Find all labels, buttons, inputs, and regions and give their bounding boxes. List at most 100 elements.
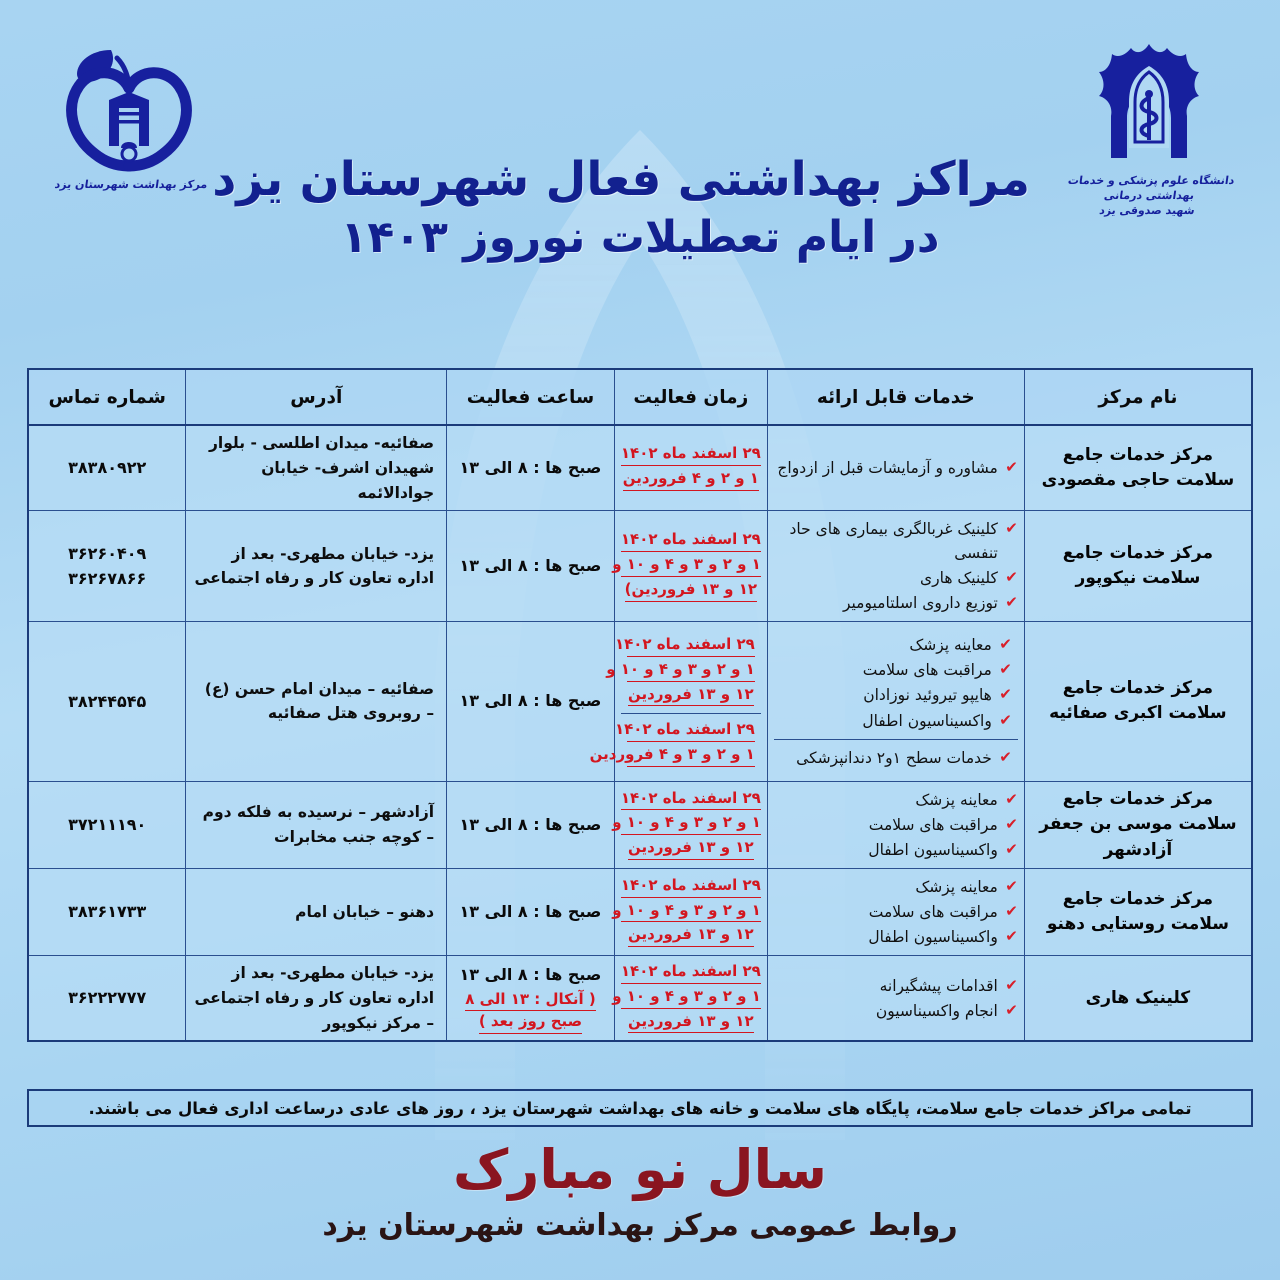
table-row: کلینیک هاری ✔ اقدامات پیشگیرانه ✔ انجام … <box>27 955 1253 1042</box>
cell-active-hours: صبح ها : ۸ الی ۱۳ <box>446 868 615 957</box>
date-line: ۲۹ اسفند ماه ۱۴۰۲ <box>615 634 755 657</box>
check-icon: ✔ <box>1005 458 1018 477</box>
date-line: ۱۲ و ۱۳ فروردین <box>628 924 754 948</box>
table-row: مرکز خدمات جامع سلامت حاجی مقصودی ✔ مشاو… <box>27 424 1253 512</box>
check-icon: ✔ <box>1005 877 1018 896</box>
logo-left-caption: مرکز بهداشت شهرستان یزد <box>35 178 227 193</box>
dates-group-dental: ۲۹ اسفند ماه ۱۴۰۲ ۱ و ۲ و ۳ و ۴ فروردین <box>590 714 761 774</box>
service-text: اقدامات پیشگیرانه <box>879 976 998 995</box>
cell-address: یزد- خیابان مطهری- بعد از اداره تعاون کا… <box>185 510 448 623</box>
date-line: ۲۹ اسفند ماه ۱۴۰۲ <box>620 788 761 811</box>
check-icon: ✔ <box>1005 593 1018 612</box>
services-subtable: ✔ معاینه پزشک ✔ مراقبت های سلامت ✔ <box>773 627 1018 776</box>
date-line: ۱ و ۲ و ۳ و ۴ و ۱۰ و <box>612 900 761 923</box>
cell-address: آزادشهر – نرسیده به فلکه دوم – کوچه جنب … <box>185 780 448 870</box>
service-text: توزیع داروی اسلتامیومیر <box>842 594 998 613</box>
logo-right-caption-line1: دانشگاه علوم پزشکی و خدمات بهداشتی درمان… <box>1067 174 1236 202</box>
check-icon: ✔ <box>1005 839 1018 858</box>
cell-phone: ۳۸۲۴۴۵۴۵ <box>27 621 187 782</box>
date-line: ۱۲ و ۱۳ فروردین <box>628 1011 754 1034</box>
cell-address: دهنو – خیابان امام <box>185 868 448 957</box>
services-subrow: ✔ خدمات سطح ۱و۲ دندانپزشکی <box>774 739 1018 776</box>
cell-active-dates: ۲۹ اسفند ماه ۱۴۰۲ ۱ و ۲ و ۳ و ۴ و ۱۰ و ۱… <box>612 780 768 870</box>
table-row: مرکز خدمات جامع سلامت نیکوپور ✔ کلینیک غ… <box>27 510 1253 623</box>
service-text: هایپو تیروئید نوزادان <box>863 686 992 705</box>
service-text: خدمات سطح ۱و۲ دندانپزشکی <box>796 748 992 767</box>
hours-text: صبح ها : ۸ الی ۱۳ <box>459 814 602 834</box>
hours-text: صبح ها : ۸ الی ۱۳ <box>459 458 602 478</box>
hours-text: صبح ها : ۸ الی ۱۳ <box>459 964 602 984</box>
center-name-text: مرکز خدمات جامع سلامت روستایی دهنو <box>1046 888 1229 935</box>
check-icon: ✔ <box>999 685 1012 704</box>
check-icon: ✔ <box>1005 519 1018 538</box>
service-text: مشاوره و آزمایشات قبل از ازدواج <box>777 459 998 478</box>
hours-text: صبح ها : ۸ الی ۱۳ <box>459 556 602 576</box>
service-item: ✔ مشاوره و آزمایشات قبل از ازدواج <box>774 456 1018 480</box>
service-item: ✔ انجام واکسیناسیون <box>774 999 1018 1023</box>
check-icon: ✔ <box>999 660 1012 679</box>
center-name-text: مرکز خدمات جامع سلامت اکبری صفائیه <box>1049 677 1227 724</box>
new-year-greeting: سال نو مبارک <box>452 1138 828 1201</box>
cell-active-hours: صبح ها : ۸ الی ۱۳ <box>446 780 615 870</box>
col-header-services: خدمات قابل ارائه <box>766 368 1025 426</box>
phone-number: ۳۶۲۶۷۸۶۶ <box>68 569 147 589</box>
check-icon: ✔ <box>999 747 1012 766</box>
check-icon: ✔ <box>1005 789 1018 808</box>
dates-subrow: ۲۹ اسفند ماه ۱۴۰۲ ۱ و ۲ و ۳ و ۴ و ۱۰ و ۱… <box>606 629 761 715</box>
date-line: ۱۲ و ۱۳ فروردین <box>628 837 754 860</box>
service-item: ✔ معاینه پزشک <box>780 633 1012 657</box>
address-text: یزد- خیابان مطهری- بعد از اداره تعاون کا… <box>194 544 435 588</box>
address-text: صفائیه – میدان امام حسن (ع) – روبروی هتل… <box>204 679 435 723</box>
table-body: مرکز خدمات جامع سلامت حاجی مقصودی ✔ مشاو… <box>27 424 1253 1042</box>
center-name-text: مرکز خدمات جامع سلامت موسی بن جعفر آزادش… <box>1039 788 1237 860</box>
check-icon: ✔ <box>1005 902 1018 921</box>
dates-subtable: ۲۹ اسفند ماه ۱۴۰۲ ۱ و ۲ و ۳ و ۴ و ۱۰ و ۱… <box>590 629 761 774</box>
cell-address: صفائیه – میدان امام حسن (ع) – روبروی هتل… <box>185 621 448 782</box>
center-name-text: مرکز خدمات جامع سلامت نیکوپور <box>1062 542 1214 589</box>
cell-services: ✔ مشاوره و آزمایشات قبل از ازدواج <box>766 424 1025 512</box>
apple-heart-windcatcher-icon <box>66 50 192 172</box>
service-item: ✔ مراقبت های سلامت <box>774 813 1018 837</box>
cell-phone: ۳۸۳۸۰۹۲۲ <box>27 424 187 512</box>
service-text: مراقبت های سلامت <box>868 815 998 834</box>
yazd-health-center-logo: مرکز بهداشت شهرستان یزد <box>36 44 226 193</box>
schedule-table-wrapper: نام مرکز خدمات قابل ارائه زمان فعالیت سا… <box>27 368 1253 1043</box>
title-line-1: مراکز بهداشتی فعال شهرستان یزد <box>212 152 1031 207</box>
date-line: ۲۹ اسفند ماه ۱۴۰۲ <box>615 719 755 743</box>
cell-active-dates: ۲۹ اسفند ماه ۱۴۰۲ ۱ و ۲ و ۳ و ۴ و ۱۰ و ۱… <box>612 510 768 623</box>
check-icon: ✔ <box>999 710 1012 729</box>
center-name-text: مرکز خدمات جامع سلامت حاجی مقصودی <box>1041 444 1235 491</box>
cell-center-name: مرکز خدمات جامع سلامت حاجی مقصودی <box>1023 424 1253 512</box>
cell-services: ✔ معاینه پزشک ✔ مراقبت های سلامت ✔ واکسی… <box>766 868 1025 957</box>
dates-subrow: ۲۹ اسفند ماه ۱۴۰۲ ۱ و ۲ و ۳ و ۴ فروردین <box>590 714 761 774</box>
check-icon: ✔ <box>999 635 1012 654</box>
address-text: صفائیه- میدان اطلسی - بلوار شهیدان اشرف-… <box>208 434 435 502</box>
oncall-note-line1: ( آنکال : ۱۳ الی ۸ <box>465 989 596 1012</box>
service-item: ✔ توزیع داروی اسلتامیومیر <box>774 591 1018 615</box>
check-icon: ✔ <box>1005 975 1018 994</box>
date-line: ۱۲ و ۱۳ فروردین <box>628 684 754 707</box>
col-header-address: آدرس <box>185 368 448 426</box>
table-row: مرکز خدمات جامع سلامت اکبری صفائیه ✔ معا… <box>27 621 1253 782</box>
cell-phone: ۳۶۲۶۰۴۰۹ ۳۶۲۶۷۸۶۶ <box>27 510 187 623</box>
cell-services: ✔ اقدامات پیشگیرانه ✔ انجام واکسیناسیون <box>766 955 1025 1042</box>
phone-number: ۳۶۲۲۲۷۷۷ <box>68 988 147 1008</box>
service-text: معاینه پزشک <box>909 636 992 655</box>
service-text: واکسیناسیون اطفال <box>868 840 998 859</box>
date-line: ۱ و ۲ و ۳ و ۴ و ۱۰ و <box>612 554 761 577</box>
cell-center-name: مرکز خدمات جامع سلامت اکبری صفائیه <box>1023 621 1253 782</box>
service-text: کلینیک هاری <box>919 569 998 588</box>
service-item: ✔ معاینه پزشک <box>774 788 1018 812</box>
hours-text: صبح ها : ۸ الی ۱۳ <box>459 902 602 922</box>
oncall-note-line2: صبح روز بعد ) <box>478 1011 583 1035</box>
logo-left-caption-line1: مرکز بهداشت شهرستان یزد <box>53 178 209 191</box>
public-relations-signature: روابط عمومی مرکز بهداشت شهرستان یزد <box>322 1208 958 1244</box>
service-item: ✔ واکسیناسیون اطفال <box>780 709 1012 733</box>
date-line: ۲۹ اسفند ماه ۱۴۰۲ <box>620 961 761 984</box>
service-text: واکسیناسیون اطفال <box>868 928 998 947</box>
date-line: ۱۲ و ۱۳ فروردین) <box>624 579 758 602</box>
cell-active-hours: صبح ها : ۸ الی ۱۳ <box>446 424 615 512</box>
check-icon: ✔ <box>1005 814 1018 833</box>
service-text: مراقبت های سلامت <box>868 903 998 922</box>
